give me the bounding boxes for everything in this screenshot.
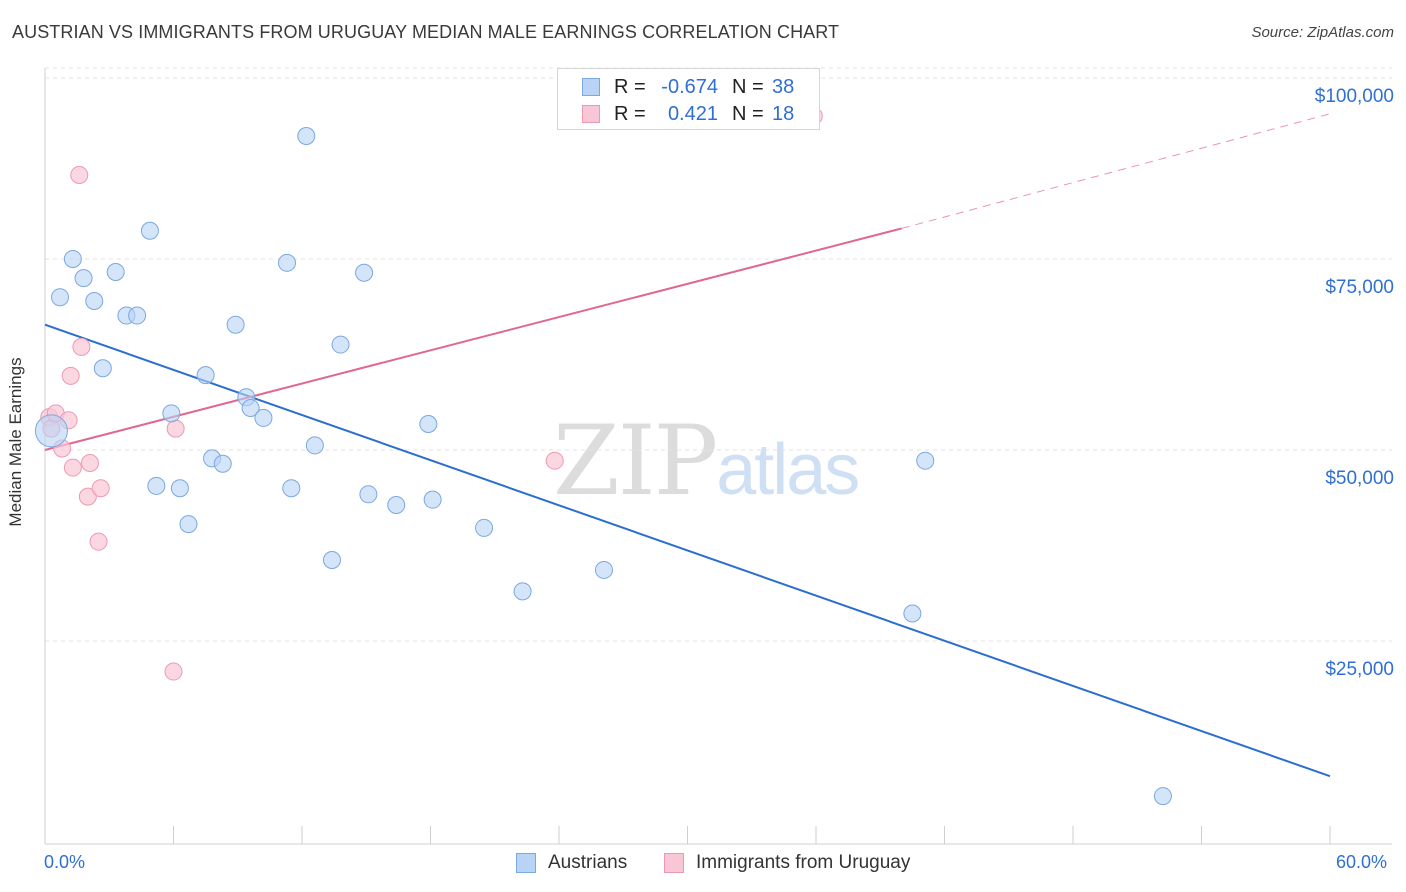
y-tick-label-75000: $75,000 — [1325, 277, 1394, 298]
austrians-point — [179, 515, 198, 534]
series-legend: Austrians Immigrants from Uruguay — [0, 852, 1406, 878]
n-value: 38 — [772, 75, 795, 98]
austrians-point — [513, 582, 532, 601]
austrians-point — [282, 479, 301, 498]
watermark-atlas: atlas — [716, 430, 860, 510]
austrians-point — [162, 404, 181, 423]
austrians-point — [331, 335, 350, 354]
austrians-point — [278, 253, 297, 272]
austrians-point — [85, 292, 104, 311]
uruguay-trendline — [44, 227, 902, 451]
stats-legend-uruguay: R = 0.421 N = 18 — [582, 102, 794, 126]
legend-item-austrians[interactable]: Austrians — [516, 852, 627, 874]
uruguay-point — [72, 337, 91, 356]
austrians-legend-swatch — [516, 853, 536, 873]
austrians-point — [903, 604, 922, 623]
austrians-point — [34, 414, 68, 448]
austrians-point — [147, 476, 166, 495]
austrians-point — [128, 306, 147, 325]
y-tick-label-100000: $100,000 — [1314, 86, 1394, 107]
y-axis-title-wrap: Median Male Earnings — [6, 357, 26, 552]
austrians-point — [74, 269, 93, 288]
watermark-zip: ZIP — [553, 405, 718, 517]
austrians-point — [226, 315, 245, 334]
uruguay-point — [63, 458, 82, 477]
austrians-point — [196, 366, 215, 385]
austrians-point — [170, 479, 189, 498]
chart-title: AUSTRIAN VS IMMIGRANTS FROM URUGUAY MEDI… — [12, 22, 840, 42]
austrians-point — [387, 496, 406, 515]
uruguay-point — [164, 662, 183, 681]
source-credit: Source: ZipAtlas.com — [1251, 24, 1394, 41]
austrians-point — [106, 262, 125, 281]
uruguay-legend-label: Immigrants from Uruguay — [696, 852, 911, 873]
uruguay-point — [78, 487, 97, 506]
uruguay-swatch — [582, 105, 600, 123]
stats-legend: R = -0.674 N = 38 R = 0.421 N = 18 — [557, 68, 820, 130]
y-tick-label-25000: $25,000 — [1325, 659, 1394, 680]
austrians-point — [475, 518, 494, 537]
austrians-point — [1153, 787, 1172, 806]
legend-item-uruguay[interactable]: Immigrants from Uruguay — [664, 852, 910, 874]
r-label: R = — [614, 102, 646, 125]
n-label: N = — [732, 102, 764, 125]
austrians-point — [305, 436, 324, 455]
r-value: 0.421 — [667, 102, 718, 125]
watermark: ZIPatlas — [553, 405, 860, 517]
austrians-point — [322, 551, 341, 570]
uruguay-point — [545, 451, 564, 470]
n-label: N = — [732, 75, 764, 98]
uruguay-point — [89, 532, 108, 551]
r-value: -0.674 — [661, 75, 718, 98]
austrians-legend-label: Austrians — [548, 852, 628, 873]
r-label: R = — [614, 75, 646, 98]
uruguay-point — [80, 453, 99, 472]
austrians-point — [359, 485, 378, 504]
y-tick-label-50000: $50,000 — [1325, 468, 1394, 489]
n-value: 18 — [772, 102, 795, 125]
uruguay-point — [91, 479, 110, 498]
austrians-point — [254, 408, 273, 427]
stats-legend-austrians: R = -0.674 N = 38 — [582, 75, 794, 99]
x-tick-label-min: 0.0% — [44, 852, 86, 872]
austrians-point — [63, 250, 82, 268]
austrians-point — [916, 451, 935, 470]
uruguay-legend-swatch — [664, 853, 684, 873]
austrians-swatch — [582, 78, 600, 96]
uruguay-point — [166, 419, 185, 438]
uruguay-trendline-extension — [901, 113, 1331, 229]
x-tick-label-max: 60.0% — [1336, 852, 1388, 872]
austrians-point — [594, 560, 613, 579]
y-axis-title: Median Male Earnings — [6, 357, 25, 527]
austrians-trendline — [44, 323, 1331, 778]
austrians-point — [140, 221, 159, 240]
austrians-point — [93, 359, 112, 378]
austrians-point — [241, 398, 260, 417]
austrians-point — [423, 490, 442, 509]
austrians-point — [297, 126, 316, 145]
austrians-point — [50, 288, 69, 307]
austrians-point — [419, 415, 438, 434]
austrians-point — [355, 263, 374, 282]
austrians-point — [213, 454, 232, 473]
uruguay-point — [70, 165, 89, 184]
uruguay-point — [61, 366, 80, 385]
